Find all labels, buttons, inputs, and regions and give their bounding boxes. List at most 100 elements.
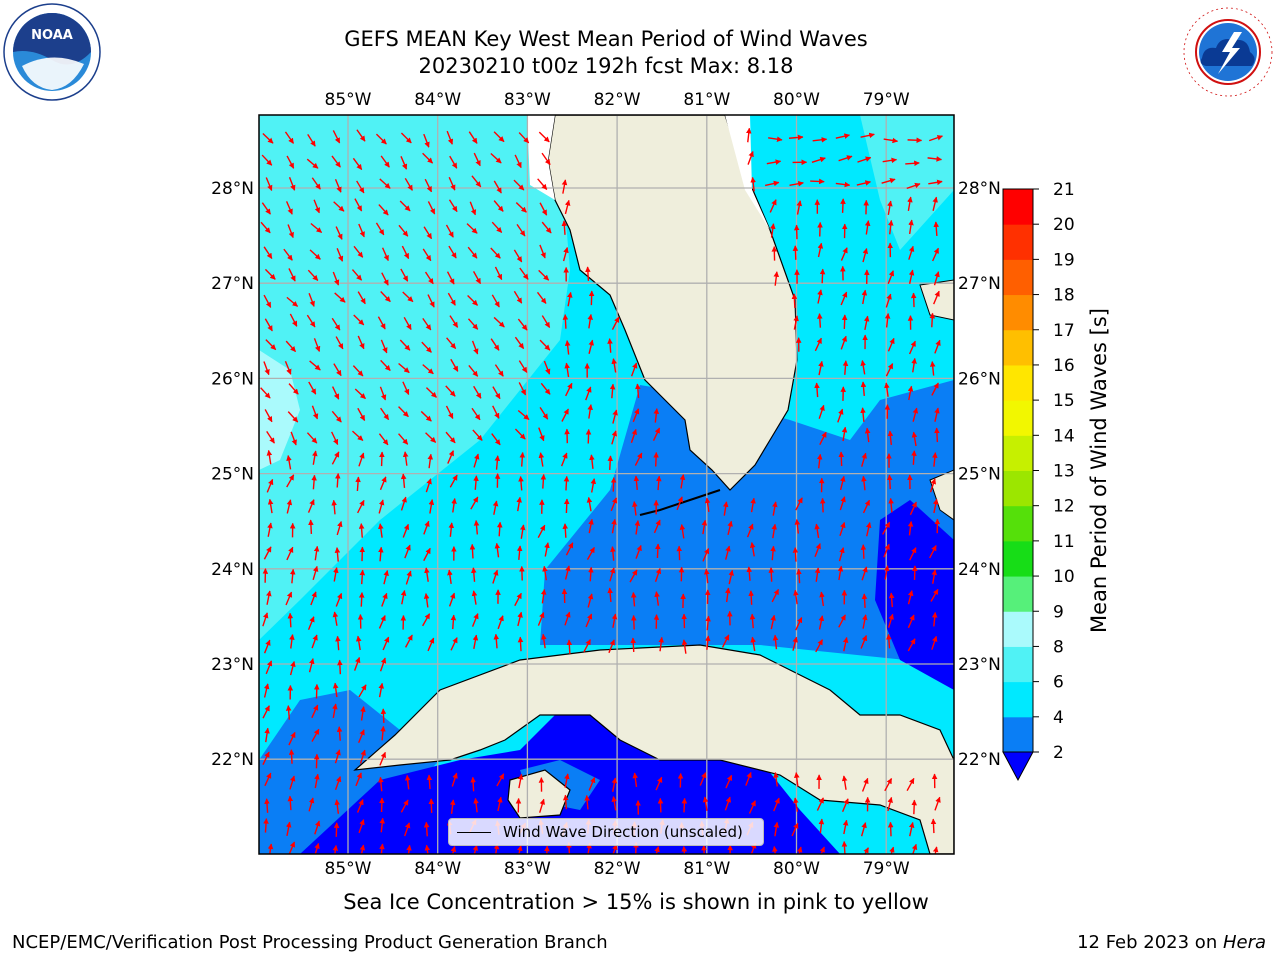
wave-direction-arrow — [702, 547, 710, 562]
map-gridlines — [259, 115, 954, 854]
wave-direction-arrow — [746, 566, 753, 581]
wave-direction-arrow — [516, 545, 523, 560]
wave-direction-arrow — [544, 845, 550, 854]
wave-direction-arrow — [331, 155, 341, 168]
wave-direction-arrow — [260, 221, 271, 234]
wave-direction-arrow — [584, 794, 590, 810]
wave-direction-arrow — [312, 450, 318, 465]
wave-direction-arrow — [264, 318, 273, 332]
wave-direction-arrow — [357, 407, 366, 421]
wave-direction-arrow — [357, 335, 365, 350]
wave-direction-arrow — [657, 797, 664, 813]
wave-direction-arrow — [911, 431, 918, 447]
wave-direction-arrow — [792, 245, 799, 260]
wave-direction-arrow — [635, 544, 642, 559]
wave-direction-arrow — [310, 222, 323, 234]
wave-direction-arrow — [378, 523, 384, 538]
wave-direction-arrow — [630, 428, 637, 443]
wave-direction-arrow — [541, 152, 551, 166]
wave-direction-arrow — [881, 177, 896, 184]
wave-direction-arrow — [425, 387, 437, 398]
wave-direction-arrow — [840, 198, 846, 213]
wave-direction-arrow — [583, 639, 591, 653]
wave-direction-arrow — [380, 359, 391, 371]
wave-direction-arrow — [447, 450, 454, 464]
footer-date: 12 Feb 2023 on Hera — [1077, 932, 1266, 953]
wave-direction-arrow — [564, 340, 571, 355]
wave-direction-arrow — [380, 407, 390, 421]
wave-direction-arrow — [406, 844, 412, 854]
lat-tick-label-right: 24°N — [958, 560, 1001, 580]
wave-direction-arrow — [332, 271, 340, 286]
wave-direction-arrow — [566, 639, 573, 654]
wave-direction-arrow — [841, 775, 848, 790]
wave-direction-arrow — [907, 638, 916, 652]
wave-direction-arrow — [490, 247, 501, 259]
wave-direction-arrow — [632, 408, 640, 423]
wave-direction-arrow — [909, 547, 917, 561]
wave-direction-arrow — [284, 131, 295, 144]
wave-direction-arrow — [263, 546, 272, 560]
wave-direction-arrow — [516, 496, 522, 512]
wave-direction-arrow — [929, 312, 936, 328]
wave-direction-arrow — [655, 543, 661, 559]
wave-direction-arrow — [285, 705, 292, 720]
wave-direction-arrow — [400, 589, 407, 605]
wave-direction-arrow — [263, 818, 269, 833]
wave-direction-arrow — [378, 776, 384, 792]
wave-direction-arrow — [352, 157, 363, 171]
wave-direction-arrow — [795, 497, 803, 511]
wave-direction-arrow — [423, 593, 430, 608]
wave-direction-arrow — [769, 199, 777, 213]
wave-direction-arrow — [332, 611, 339, 626]
wave-direction-arrow — [313, 338, 321, 352]
colorbar-label: Mean Period of Wind Waves [s] — [1087, 308, 1111, 633]
wave-direction-arrow — [725, 774, 733, 789]
legend-label: Wind Wave Direction (unscaled) — [503, 823, 743, 841]
wave-direction-arrow — [425, 432, 437, 443]
wave-direction-arrow — [679, 524, 686, 539]
wave-direction-arrow — [334, 292, 346, 303]
wave-direction-arrow — [814, 382, 820, 398]
wave-direction-arrow — [930, 588, 939, 602]
colorbar-tick-label: 6 — [1053, 673, 1064, 693]
wave-direction-arrow — [561, 408, 569, 422]
wave-direction-arrow — [471, 407, 481, 421]
wave-direction-arrow — [655, 776, 663, 791]
wave-direction-arrow — [814, 543, 821, 557]
wave-direction-arrow — [467, 294, 479, 306]
wave-direction-arrow — [907, 614, 915, 629]
wave-direction-arrow — [497, 796, 503, 812]
wave-direction-arrow — [927, 156, 943, 162]
wave-direction-arrow — [404, 177, 413, 191]
wave-direction-arrow — [352, 365, 364, 377]
wave-direction-arrow — [610, 497, 618, 512]
colorbar-tick-label: 2 — [1053, 743, 1064, 763]
wave-direction-arrow — [358, 523, 365, 538]
wave-direction-arrow — [428, 798, 435, 813]
wave-direction-arrow — [588, 518, 594, 534]
wave-direction-arrow — [681, 639, 688, 654]
wave-direction-arrow — [266, 590, 272, 605]
wave-direction-arrow — [428, 499, 435, 514]
wave-direction-arrow — [398, 362, 410, 374]
wave-direction-arrow — [887, 270, 895, 285]
wave-direction-arrow — [331, 317, 341, 331]
wave-direction-arrow — [907, 520, 914, 536]
wave-direction-arrow — [402, 523, 410, 538]
wave-direction-arrow — [611, 613, 618, 628]
isla-de-la-juventud — [507, 769, 571, 819]
wave-direction-arrow — [424, 178, 433, 193]
wave-direction-arrow — [266, 431, 275, 444]
wave-direction-arrow — [887, 430, 894, 446]
wave-direction-arrow — [311, 474, 317, 490]
wave-direction-arrow — [261, 202, 272, 215]
wave-direction-arrow — [630, 614, 637, 630]
wave-direction-arrow — [882, 521, 891, 535]
wave-direction-arrow — [334, 547, 341, 562]
map-legend: Wind Wave Direction (unscaled) — [448, 818, 764, 846]
wave-direction-arrow — [563, 498, 570, 514]
wave-period-band-east — [860, 115, 954, 250]
wave-direction-arrow — [538, 269, 550, 281]
wave-direction-arrow — [884, 778, 893, 792]
